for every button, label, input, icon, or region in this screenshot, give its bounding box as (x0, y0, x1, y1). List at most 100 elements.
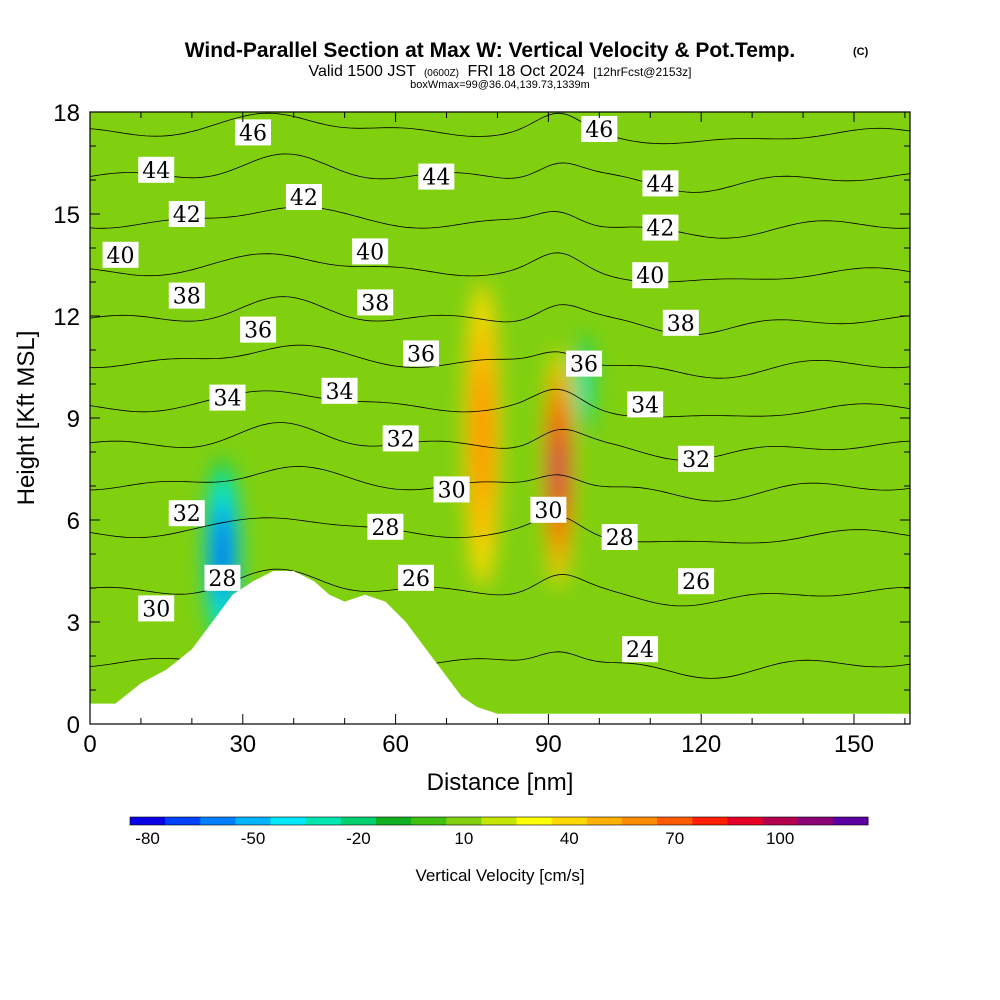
theta-contour-46 (90, 112, 910, 145)
theta-contour-38 (90, 296, 910, 336)
svg-text:36: 36 (407, 342, 435, 367)
colorbar-swatch-20 (832, 817, 869, 825)
colorbar-swatch-4 (270, 817, 307, 825)
x-tick-120: 120 (681, 731, 721, 758)
x-axis: 0 30 60 90 120 150 (83, 112, 906, 758)
svg-text:28: 28 (371, 516, 399, 541)
colorbar-swatch-17 (727, 817, 764, 825)
downdraft-ridge-band--80 (218, 534, 226, 574)
contour-label-22: 42 (642, 214, 679, 242)
svg-text:36: 36 (244, 319, 272, 344)
svg-text:30: 30 (142, 597, 170, 622)
contour-label-23: 40 (632, 262, 669, 289)
colorbar-swatch-12 (551, 817, 588, 825)
theta-contour-40 (90, 252, 910, 283)
svg-text:42: 42 (646, 217, 674, 242)
potential-temperature-contours (90, 112, 910, 679)
colorbar-swatch-0 (130, 817, 166, 825)
theta-contour-36 (90, 344, 910, 379)
contour-label-11: 40 (352, 238, 389, 265)
chart-title: Wind-Parallel Section at Max W: Vertical… (185, 39, 796, 62)
svg-text:36: 36 (570, 353, 598, 378)
colorbar-tick-3: 10 (454, 829, 473, 848)
svg-text:34: 34 (214, 387, 242, 412)
svg-text:40: 40 (636, 264, 664, 289)
contour-label-20: 46 (581, 116, 618, 143)
svg-text:26: 26 (402, 567, 430, 592)
y-tick-12: 12 (53, 304, 80, 331)
x-tick-0: 0 (83, 731, 96, 758)
x-tick-90: 90 (535, 731, 562, 758)
svg-text:30: 30 (534, 499, 562, 524)
colorbar-tick-2: -20 (346, 829, 371, 848)
contour-label-4: 38 (168, 282, 205, 310)
svg-text:46: 46 (239, 121, 267, 146)
contour-label-19: 44 (418, 163, 455, 191)
contour-label-15: 32 (382, 425, 419, 452)
plot-area: 4644424038363432302842403836343230282644… (90, 112, 910, 724)
colorbar-swatch-2 (200, 817, 236, 825)
contour-label-1: 44 (138, 156, 175, 184)
x-tick-150: 150 (834, 731, 874, 758)
svg-text:28: 28 (208, 567, 236, 592)
contour-label-6: 34 (209, 384, 246, 412)
vertical-velocity-field (90, 112, 910, 724)
colorbar-tick-4: 40 (560, 829, 579, 848)
colorbar-tick-1: -50 (241, 829, 266, 848)
y-tick-9: 9 (67, 406, 80, 433)
svg-text:32: 32 (682, 448, 710, 473)
contour-label-5: 36 (240, 316, 277, 344)
svg-text:40: 40 (356, 240, 384, 265)
svg-text:40: 40 (107, 244, 135, 269)
theta-contour-28 (90, 515, 910, 544)
svg-text:38: 38 (361, 291, 389, 316)
forecast-tag: [12hrFcst@2153z] (593, 65, 691, 79)
contour-label-18: 26 (397, 564, 434, 592)
x-tick-60: 60 (382, 731, 409, 758)
contour-label-21: 44 (642, 170, 679, 197)
contour-label-0: 46 (234, 119, 271, 146)
contour-label-3: 40 (102, 241, 139, 269)
svg-text:28: 28 (606, 526, 634, 551)
contour-label-29: 28 (601, 524, 638, 551)
valid-time-line: Valid 1500 JST (0600Z) FRI 18 Oct 2024 [… (308, 63, 691, 80)
valid-prefix: Valid 1500 JST (308, 63, 416, 80)
y-tick-0: 0 (67, 712, 80, 739)
svg-text:46: 46 (585, 118, 613, 143)
contour-labels: 4644424038363432302842403836343230282644… (102, 116, 715, 663)
svg-text:44: 44 (646, 172, 674, 197)
contour-label-30: 26 (678, 568, 715, 595)
contour-label-24: 38 (662, 309, 699, 337)
contour-label-26: 34 (627, 391, 664, 418)
x-axis-label: Distance [nm] (427, 769, 574, 796)
svg-text:42: 42 (173, 203, 201, 228)
colorbar-swatch-14 (622, 817, 658, 825)
svg-text:38: 38 (667, 312, 695, 337)
y-tick-18: 18 (53, 100, 80, 127)
colorbar-swatch-8 (411, 817, 447, 825)
contour-label-10: 42 (285, 184, 322, 211)
theta-contour-32 (90, 422, 910, 461)
colorbar-swatch-5 (305, 817, 342, 825)
contour-label-13: 36 (403, 340, 440, 367)
valid-date: FRI 18 Oct 2024 (467, 63, 584, 80)
contour-label-25: 36 (566, 350, 603, 378)
y-axis-label: Height [Kft MSL] (13, 331, 40, 506)
svg-text:42: 42 (290, 186, 318, 211)
y-tick-3: 3 (67, 610, 80, 637)
colorbar-swatch-7 (376, 817, 412, 825)
colorbar-label: Vertical Velocity [cm/s] (415, 866, 584, 885)
updraft-secondary-band-60 (474, 369, 490, 501)
x-tick-30: 30 (229, 731, 256, 758)
contour-label-14: 34 (321, 377, 358, 405)
y-tick-6: 6 (67, 508, 80, 535)
svg-text:32: 32 (387, 427, 415, 452)
theta-contour-44 (90, 153, 910, 193)
contour-label-27: 32 (678, 445, 715, 473)
colorbar-swatch-13 (586, 817, 623, 825)
copyright-mark: (C) (853, 46, 869, 58)
theta-contour-42 (90, 206, 910, 239)
svg-text:34: 34 (326, 380, 354, 405)
colorbar-swatch-19 (797, 817, 834, 825)
